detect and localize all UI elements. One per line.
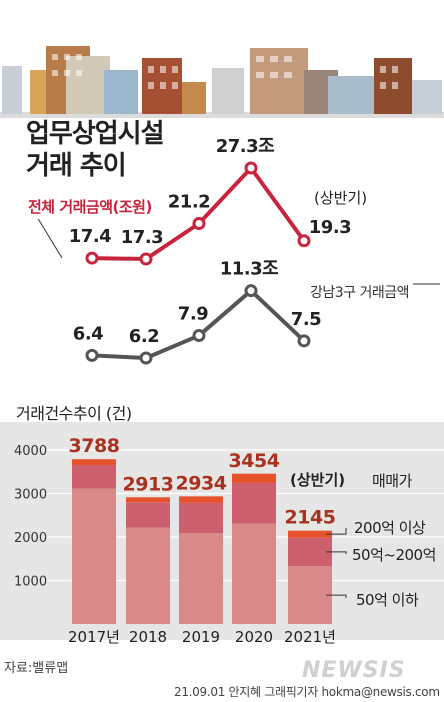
gangnam-value-label: 6.2 <box>129 326 159 347</box>
total-line-point <box>85 251 99 265</box>
total-line-point <box>244 161 258 175</box>
bar-segment <box>232 473 276 483</box>
x-tick-label: 2018 <box>129 628 167 646</box>
buildings-illustration <box>0 46 444 118</box>
gangnam-value-label: 7.5 <box>291 309 321 330</box>
gangnam-line-point <box>139 351 153 365</box>
gangnam-series-label: 강남3구 거래금액 <box>306 281 414 303</box>
bar-total-label: 3454 <box>229 450 280 472</box>
newsis-watermark: NEWSIS <box>302 658 406 683</box>
y-tick-label: 3000 <box>14 488 47 503</box>
bar-segment <box>72 465 116 489</box>
legend-leader-line <box>326 551 347 554</box>
half-year-label-bar: (상반기) <box>290 471 346 489</box>
half-year-label-line: (상반기) <box>314 189 368 207</box>
total-value-label: 21.2 <box>168 192 210 213</box>
bar-segment <box>288 566 332 624</box>
total-series-label: 전체 거래금액(조원) <box>22 194 158 219</box>
chart-title-line-2: 거래 추이 <box>26 151 127 181</box>
x-tick-label: 2019 <box>182 628 220 646</box>
bar-total-label: 2913 <box>123 473 174 495</box>
bar-total-label: 2934 <box>176 472 227 494</box>
total-value-label: 17.3 <box>121 227 163 248</box>
bar-segment <box>232 482 276 524</box>
x-tick-label: 2021년 <box>284 628 336 646</box>
bar-chart-title: 거래건수추이 (건) <box>16 404 132 423</box>
gangnam-value-label: 6.4 <box>73 323 103 344</box>
total-line-point <box>139 252 153 266</box>
credit-line: 21.09.01 안지혜 그래픽기자 hokma@newsis.com <box>174 685 440 699</box>
legend-leader-line <box>326 528 347 535</box>
x-tick-label: 2020 <box>235 628 273 646</box>
legend-item-50-under: 50억 이하 <box>356 591 419 609</box>
total-line-point <box>297 234 311 248</box>
bar-segment <box>232 523 276 624</box>
total-label-leader <box>33 211 63 259</box>
bar-segment <box>126 497 170 503</box>
bar-total-label: 3788 <box>69 435 120 457</box>
gangnam-value-label: 7.9 <box>178 304 208 325</box>
bar-segment <box>288 537 332 567</box>
gangnam-line-point <box>297 334 311 348</box>
bar-total-label: 2145 <box>285 507 336 529</box>
total-line-point <box>192 217 206 231</box>
bar-segment <box>72 459 116 466</box>
legend-title: 매매가 <box>372 472 412 490</box>
y-tick-label: 4000 <box>14 444 47 459</box>
bar-segment <box>179 533 223 624</box>
legend-item-50-200: 50억~200억 <box>352 546 436 564</box>
bar-segment <box>179 496 223 503</box>
source-note: 자료:밸류맵 <box>4 661 69 676</box>
gangnam-line-point <box>244 284 258 298</box>
bar-segment <box>179 502 223 534</box>
bar-segment <box>288 530 332 538</box>
legend-item-200-over: 200억 이상 <box>354 519 426 537</box>
bar-segment <box>72 488 116 624</box>
total-value-label: 27.3조 <box>216 136 274 157</box>
gangnam-line-point <box>85 348 99 362</box>
gangnam-value-label: 11.3조 <box>220 259 278 280</box>
total-value-label: 19.3 <box>309 217 351 238</box>
legend-leader-line <box>326 594 347 598</box>
bar-segment <box>126 502 170 528</box>
y-tick-label: 1000 <box>14 575 47 590</box>
chart-title-line-1: 업무상업시설 <box>26 119 165 149</box>
total-value-label: 17.4 <box>69 226 111 247</box>
bar-segment <box>126 527 170 624</box>
chart-title: 업무상업시설 거래 추이 <box>26 118 165 182</box>
y-tick-label: 2000 <box>14 531 47 546</box>
x-tick-label: 2017년 <box>68 628 120 646</box>
gangnam-line-point <box>192 329 206 343</box>
